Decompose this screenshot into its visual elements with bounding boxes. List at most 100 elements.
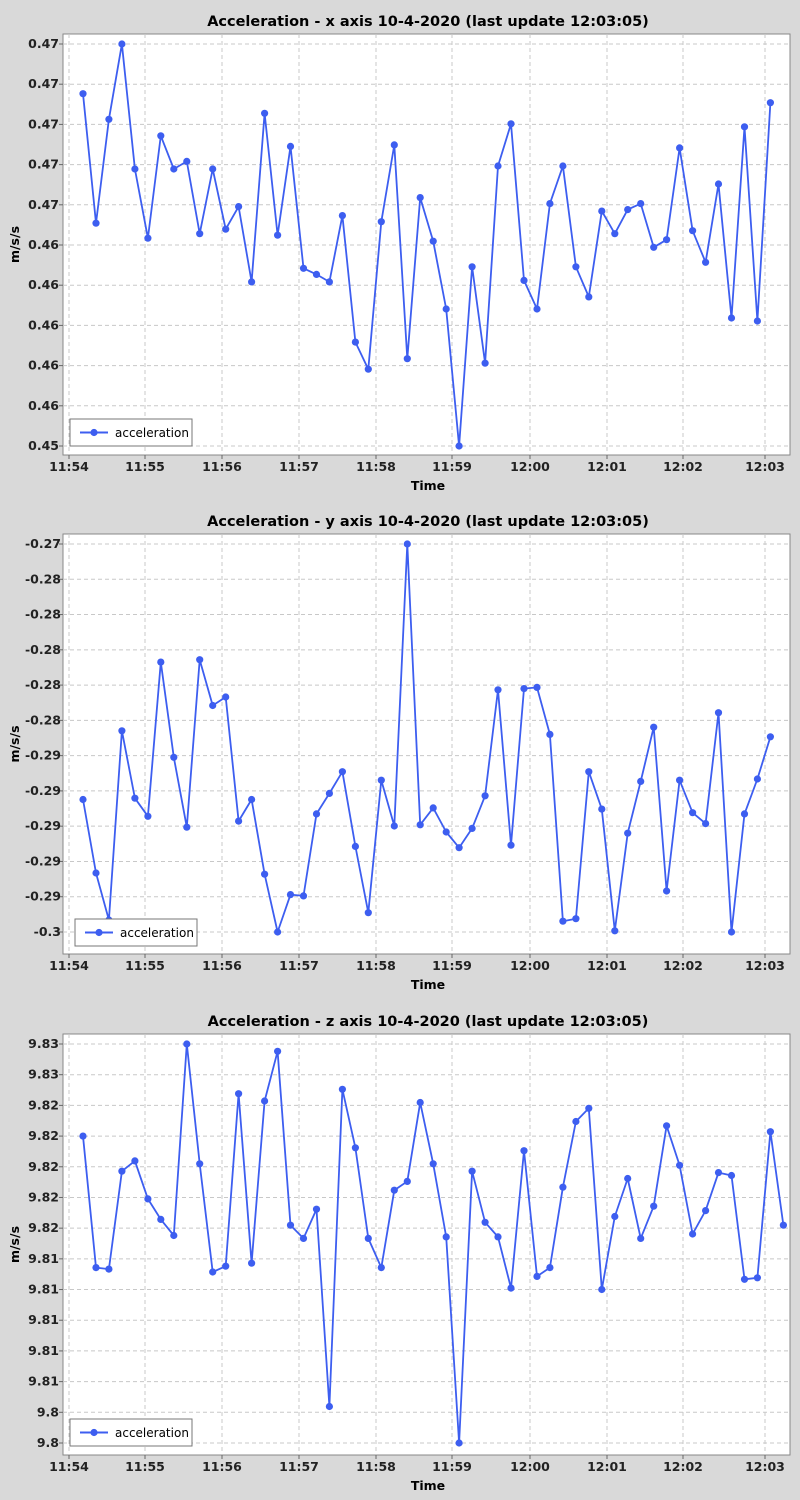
data-point [390, 1186, 398, 1194]
data-point [118, 727, 126, 735]
chart-title: Acceleration - y axis 10-4-2020 (last up… [207, 514, 649, 530]
data-point [364, 909, 372, 917]
data-point [740, 123, 749, 131]
x-tick-label: 12:03 [745, 1459, 785, 1474]
data-point [598, 207, 606, 215]
data-point [572, 263, 580, 271]
data-point [714, 709, 723, 717]
x-tick-label: 11:54 [49, 459, 89, 474]
y-tick-label: 0.46 [28, 237, 59, 252]
data-point [79, 1132, 87, 1140]
data-point [274, 928, 282, 936]
data-point [222, 1262, 230, 1270]
data-point [494, 686, 502, 694]
y-tick-label: 0.46 [28, 358, 59, 373]
data-point [183, 1040, 191, 1048]
data-point [559, 917, 567, 925]
plot-area [62, 533, 791, 955]
data-point [170, 165, 178, 173]
data-point [131, 165, 139, 173]
x-tick-label: 11:55 [125, 459, 165, 474]
data-point [157, 132, 165, 140]
data-point [144, 234, 152, 242]
data-point [170, 753, 178, 761]
data-point [494, 162, 502, 170]
data-point [131, 794, 139, 802]
data-point [416, 821, 424, 829]
data-point [611, 230, 619, 238]
data-point [131, 1157, 139, 1165]
data-point [403, 355, 411, 363]
data-point [702, 820, 710, 828]
y-axis-title: m/s/s [7, 1226, 22, 1263]
y-tick-label: 9.82 [28, 1220, 59, 1235]
y-tick-label: 0.47 [28, 36, 59, 51]
x-tick-label: 11:58 [356, 1459, 396, 1474]
data-point [209, 165, 217, 173]
data-point [650, 1202, 658, 1210]
x-tick-label: 12:01 [587, 459, 627, 474]
data-point [702, 258, 710, 266]
data-point [481, 792, 489, 800]
data-point [637, 200, 645, 208]
data-point [248, 795, 256, 804]
x-tick-label: 12:03 [745, 958, 785, 973]
data-point [572, 1117, 580, 1126]
data-point [689, 1230, 697, 1238]
data-point [766, 1128, 775, 1136]
y-axis-title: m/s/s [7, 725, 22, 762]
data-point [766, 733, 775, 741]
y-tick-label: -0.28 [25, 642, 61, 657]
chart-y-axis-panel: Acceleration - y axis 10-4-2020 (last up… [0, 500, 800, 1000]
x-tick-label: 11:57 [279, 459, 319, 474]
data-point [248, 1259, 256, 1267]
data-point [494, 1233, 502, 1241]
data-point [351, 338, 359, 346]
data-point [455, 442, 463, 450]
x-tick-label: 12:02 [663, 958, 703, 973]
data-point [611, 1212, 619, 1221]
data-point [235, 203, 243, 211]
data-point [663, 236, 671, 244]
data-point [520, 1147, 528, 1155]
data-point [598, 805, 606, 813]
data-point [390, 141, 398, 149]
data-point [676, 1161, 684, 1169]
y-tick-label: -0.27 [25, 536, 61, 551]
data-point [105, 115, 113, 123]
data-point [416, 194, 424, 202]
data-point [338, 1085, 346, 1093]
y-tick-label: 9.81 [28, 1282, 59, 1297]
data-point [274, 231, 282, 239]
data-point [312, 270, 321, 278]
y-tick-label: 9.82 [28, 1128, 59, 1143]
data-point [766, 99, 775, 107]
y-tick-label: -0.28 [25, 607, 61, 622]
x-tick-label: 11:55 [125, 958, 165, 973]
data-point [481, 359, 489, 367]
data-point [624, 829, 632, 837]
data-point [650, 723, 658, 731]
x-tick-label: 11:55 [125, 1459, 165, 1474]
data-point [663, 1122, 671, 1130]
data-point [533, 305, 541, 313]
x-tick-label: 12:02 [663, 459, 703, 474]
series-line [82, 543, 772, 933]
legend-marker [95, 928, 103, 937]
data-point [753, 775, 762, 783]
data-point [92, 219, 100, 227]
data-point [429, 804, 437, 812]
data-point [390, 822, 398, 830]
x-tick-label: 12:00 [510, 958, 550, 973]
y-tick-label: -0.28 [25, 677, 61, 692]
y-tick-label: 9.8 [37, 1404, 59, 1419]
data-point [248, 278, 256, 286]
data-point [507, 841, 515, 849]
data-point [92, 869, 100, 877]
data-point [727, 928, 736, 936]
x-tick-label: 11:59 [432, 459, 472, 474]
data-point [753, 1274, 762, 1282]
data-point [144, 1195, 152, 1203]
y-tick-label: 9.81 [28, 1374, 59, 1389]
data-point [533, 1272, 541, 1280]
